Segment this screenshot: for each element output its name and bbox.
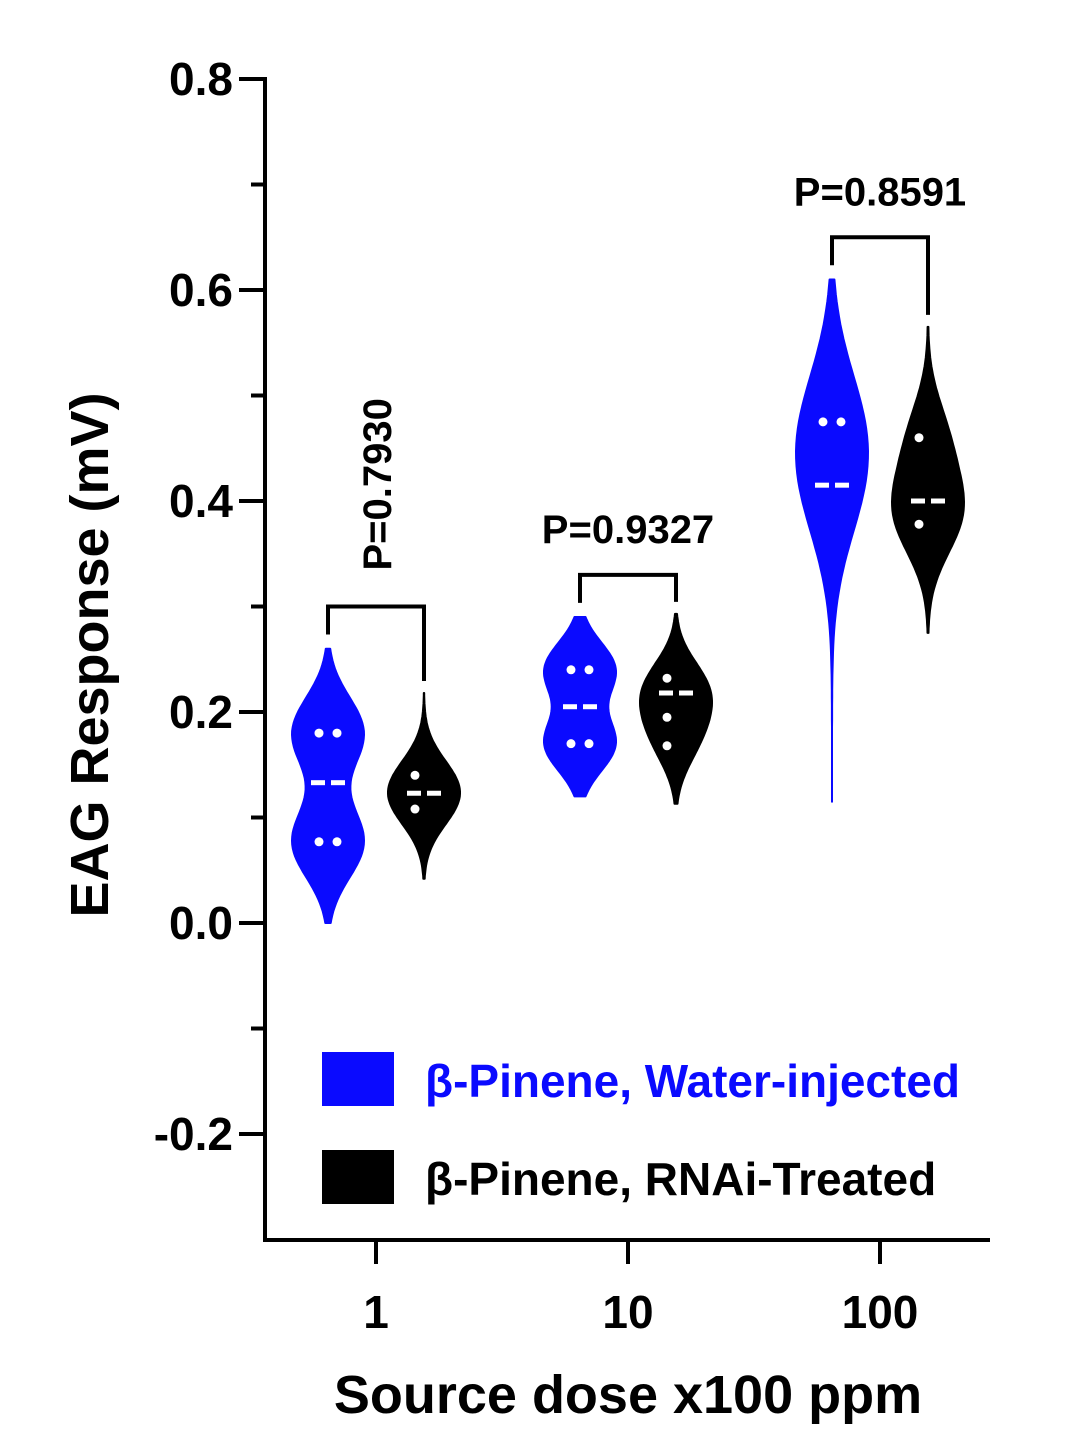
data-point — [914, 519, 924, 529]
data-point — [662, 712, 672, 722]
y-tick-label: 0.8 — [169, 53, 233, 105]
legend-label: β-Pinene, Water-injected — [425, 1055, 960, 1107]
data-point — [584, 739, 594, 749]
legend-swatch — [322, 1150, 394, 1204]
data-point — [584, 665, 594, 675]
x-axis-title: Source dose x100 ppm — [334, 1365, 922, 1425]
x-tick-label: 1 — [363, 1286, 389, 1338]
y-tick-label: 0.2 — [169, 686, 233, 738]
y-tick-label: 0.6 — [169, 264, 233, 316]
y-tick-label: -0.2 — [154, 1108, 233, 1160]
violin-rnai-dose-10 — [639, 612, 713, 805]
data-point — [662, 673, 672, 683]
data-point — [914, 433, 924, 443]
data-point — [314, 728, 324, 738]
p-value-label: P=0.7930 — [356, 398, 400, 570]
violin-water-dose-100 — [795, 278, 869, 803]
x-tick-label: 100 — [842, 1286, 919, 1338]
comparison-brackets: P=0.7930 P=0.9327 P=0.8591 — [326, 170, 966, 682]
data-point — [566, 739, 576, 749]
violins — [291, 278, 965, 924]
legend-label: β-Pinene, RNAi-Treated — [425, 1153, 936, 1205]
data-point — [314, 837, 324, 847]
data-point — [662, 741, 672, 751]
legend: β-Pinene, Water-injected β-Pinene, RNAi-T… — [322, 1052, 960, 1205]
axes: -0.2 0.0 0.2 0.4 0.6 0.8 1 10 100 — [154, 53, 990, 1338]
y-tick-label: 0.0 — [169, 897, 233, 949]
violin-water-dose-1 — [291, 647, 365, 924]
violin-rnai-dose-1 — [387, 692, 461, 880]
data-point — [332, 728, 342, 738]
violin-water-dose-10 — [543, 616, 617, 798]
violin-rnai-dose-100 — [891, 325, 965, 634]
data-point — [566, 665, 576, 675]
p-value-label: P=0.8591 — [794, 170, 966, 214]
p-value-label: P=0.9327 — [542, 508, 714, 552]
comparison-bracket — [326, 604, 426, 682]
legend-swatch — [322, 1052, 394, 1106]
comparison-bracket — [830, 235, 930, 315]
data-point — [818, 417, 828, 427]
x-tick-label: 10 — [602, 1286, 653, 1338]
data-point — [410, 770, 420, 780]
data-point — [410, 804, 420, 814]
comparison-bracket — [578, 572, 678, 603]
data-point — [332, 837, 342, 847]
data-point — [836, 417, 846, 427]
y-axis-title: EAG Response (mV) — [60, 392, 120, 917]
y-tick-label: 0.4 — [169, 475, 233, 527]
